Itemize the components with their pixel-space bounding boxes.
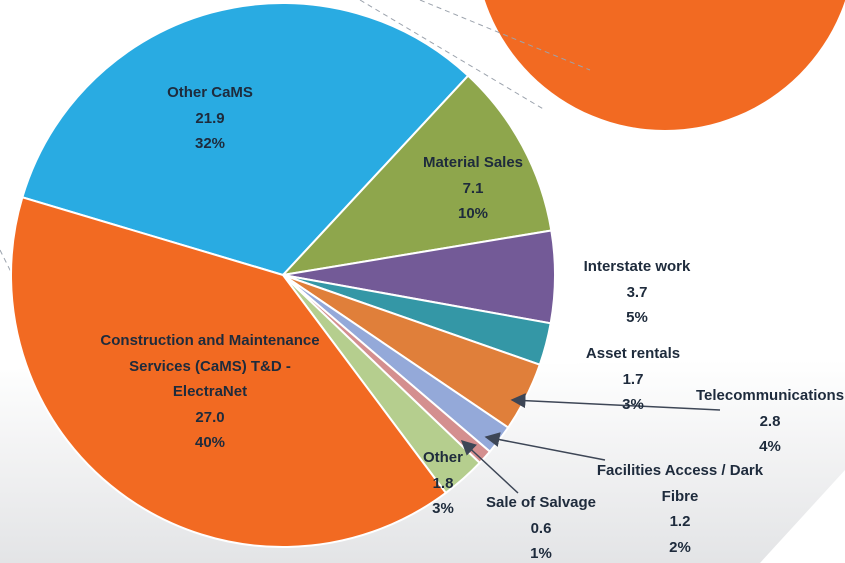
slice-label: Telecommunications 2.8 4% [695, 383, 845, 460]
value-label: 1.7 [622, 370, 644, 388]
leader-arrow [460, 439, 519, 494]
percent-label: 5% [626, 309, 648, 326]
category-label: Sale of Salvage [485, 494, 597, 511]
category-label: Facilities Access / Dark Fibre [596, 462, 764, 505]
value-label: 27.0 [195, 408, 225, 426]
value-label: 7.1 [462, 179, 484, 197]
background-corner [760, 470, 845, 563]
percent-label: 4% [759, 438, 781, 455]
slice-label: Asset rentals 1.7 3% [573, 341, 693, 418]
value-label: 2.8 [759, 412, 781, 430]
category-label: Telecommunications [695, 387, 845, 404]
leader-arrow [484, 432, 606, 461]
pie-slice [10, 196, 448, 548]
pie-slice [21, 2, 470, 277]
slice-label: Other 1.8 3% [413, 445, 473, 522]
category-label: Asset rentals [585, 345, 681, 362]
slice-label: Construction and Maintenance Services (C… [100, 328, 320, 456]
percent-label: 1% [530, 545, 552, 562]
percent-label: 40% [194, 434, 226, 451]
leader-arrow [510, 393, 721, 411]
decor-circle [484, 0, 845, 130]
category-label: Other [422, 449, 463, 466]
category-label: Material Sales [422, 154, 524, 171]
slice-label: Sale of Salvage 0.6 1% [476, 490, 606, 563]
decor-line [419, 0, 591, 71]
percent-label: 10% [457, 205, 489, 222]
percent-label: 3% [432, 500, 454, 517]
slice-label: Other CaMS 21.9 32% [130, 80, 290, 157]
value-label: 1.8 [432, 474, 454, 492]
value-label: 1.2 [669, 513, 691, 530]
category-label: Construction and Maintenance Services (C… [100, 332, 320, 400]
slice-label: Facilities Access / Dark Fibre 1.2 2% [580, 458, 780, 560]
slice-label: Interstate work 3.7 5% [562, 254, 712, 331]
value-label: 0.6 [530, 519, 552, 537]
pie-slice [280, 74, 553, 277]
value-label: 3.7 [626, 283, 648, 301]
slice-label: Material Sales 7.1 10% [408, 150, 538, 227]
category-label: Other CaMS [167, 84, 253, 101]
value-label: 21.9 [195, 109, 225, 127]
percent-label: 32% [194, 135, 226, 152]
category-label: Interstate work [583, 258, 691, 275]
percent-label: 3% [622, 396, 644, 413]
percent-label: 2% [669, 538, 691, 556]
